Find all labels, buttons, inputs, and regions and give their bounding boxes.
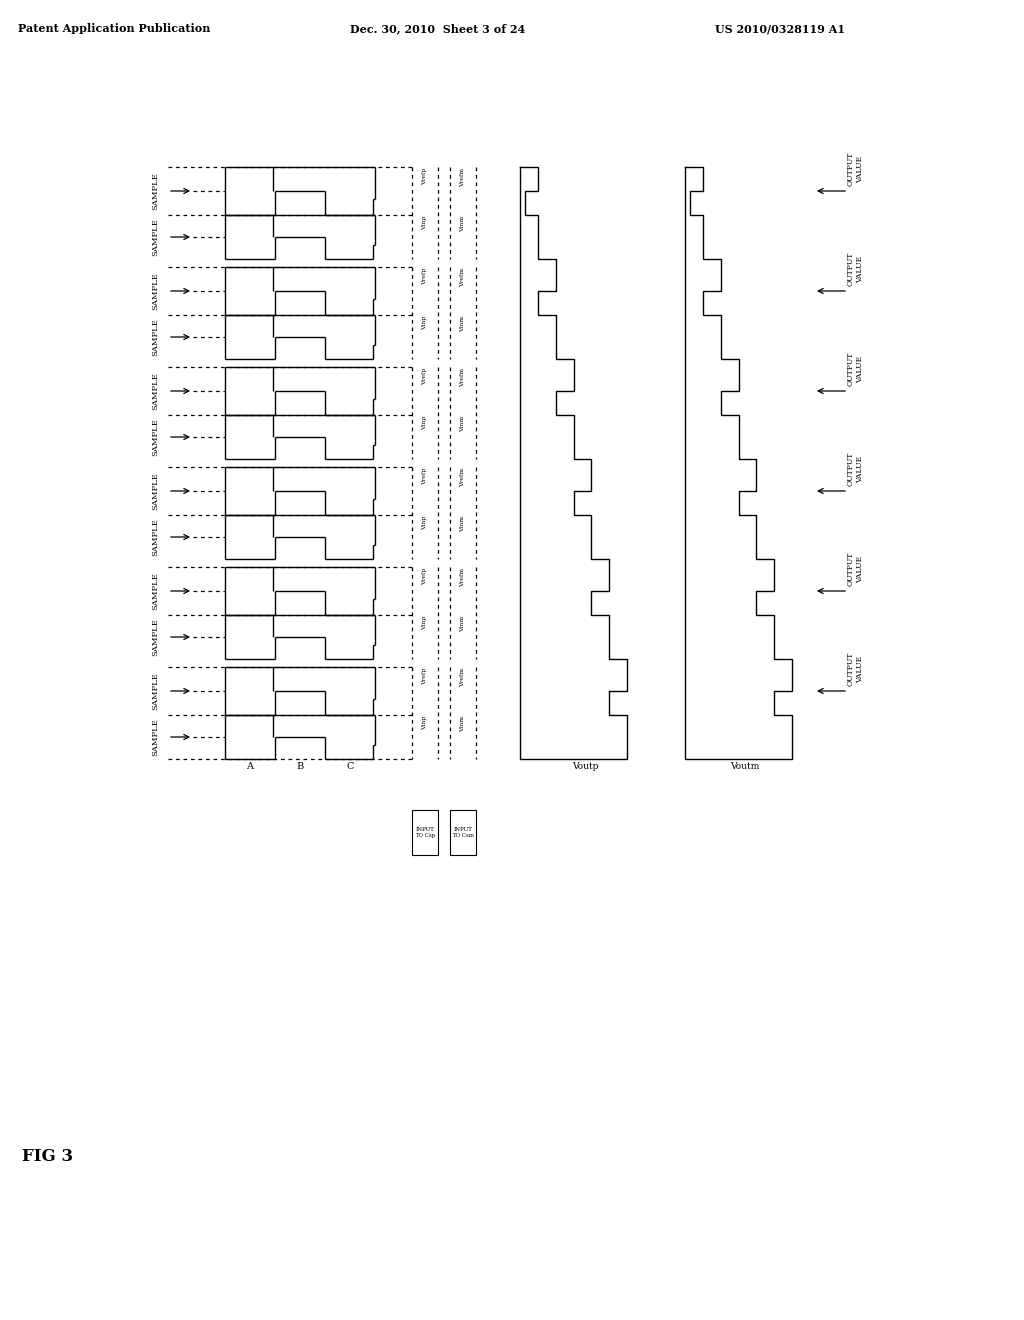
- Text: SAMPLE: SAMPLE: [151, 672, 159, 710]
- Text: FIG 3: FIG 3: [22, 1148, 73, 1166]
- Bar: [450, 810, 476, 855]
- Text: Vinp: Vinp: [423, 216, 427, 231]
- Text: OUTPUT
VALUE: OUTPUT VALUE: [847, 152, 863, 186]
- Text: A: A: [247, 762, 254, 771]
- Text: OUTPUT
VALUE: OUTPUT VALUE: [847, 252, 863, 286]
- Text: SAMPLE: SAMPLE: [151, 473, 159, 510]
- Text: SAMPLE: SAMPLE: [151, 172, 159, 210]
- Text: Vinp: Vinp: [423, 715, 427, 730]
- Text: Vrefm: Vrefm: [461, 668, 466, 686]
- Text: Voutm: Voutm: [730, 762, 760, 771]
- Text: OUTPUT
VALUE: OUTPUT VALUE: [847, 352, 863, 387]
- Text: Vrefp: Vrefp: [423, 568, 427, 585]
- Text: SAMPLE: SAMPLE: [151, 517, 159, 556]
- Text: Patent Application Publication: Patent Application Publication: [18, 22, 210, 34]
- Text: Vrefm: Vrefm: [461, 368, 466, 387]
- Text: Vinp: Vinp: [423, 315, 427, 330]
- Text: OUTPUT
VALUE: OUTPUT VALUE: [847, 451, 863, 486]
- Text: INPUT
TO Csp: INPUT TO Csp: [415, 828, 435, 838]
- Text: SAMPLE: SAMPLE: [151, 418, 159, 455]
- Text: Voutp: Voutp: [571, 762, 598, 771]
- Text: INPUT
TO Csm: INPUT TO Csm: [452, 828, 474, 838]
- Text: Vinp: Vinp: [423, 416, 427, 430]
- Text: Vinp: Vinp: [423, 516, 427, 531]
- Text: SAMPLE: SAMPLE: [151, 218, 159, 256]
- Text: C: C: [346, 762, 353, 771]
- Text: SAMPLE: SAMPLE: [151, 618, 159, 656]
- Text: SAMPLE: SAMPLE: [151, 572, 159, 610]
- Text: OUTPUT
VALUE: OUTPUT VALUE: [847, 552, 863, 586]
- Text: Vinm: Vinm: [461, 616, 466, 632]
- Text: Vinm: Vinm: [461, 216, 466, 232]
- Text: US 2010/0328119 A1: US 2010/0328119 A1: [715, 22, 845, 34]
- Text: SAMPLE: SAMPLE: [151, 372, 159, 411]
- Text: B: B: [296, 762, 304, 771]
- Text: Vrefp: Vrefp: [423, 668, 427, 685]
- Text: Vrefm: Vrefm: [461, 268, 466, 286]
- Text: SAMPLE: SAMPLE: [151, 272, 159, 310]
- Text: Dec. 30, 2010  Sheet 3 of 24: Dec. 30, 2010 Sheet 3 of 24: [350, 22, 525, 34]
- Text: Vrefm: Vrefm: [461, 469, 466, 487]
- Text: Vinm: Vinm: [461, 416, 466, 432]
- Text: Vrefm: Vrefm: [461, 568, 466, 587]
- Text: Vinp: Vinp: [423, 616, 427, 631]
- Text: Vrefp: Vrefp: [423, 368, 427, 385]
- Text: OUTPUT
VALUE: OUTPUT VALUE: [847, 652, 863, 686]
- Text: Vrefp: Vrefp: [423, 268, 427, 285]
- Text: SAMPLE: SAMPLE: [151, 318, 159, 356]
- Text: SAMPLE: SAMPLE: [151, 718, 159, 756]
- Text: Vrefm: Vrefm: [461, 168, 466, 187]
- Bar: [412, 810, 438, 855]
- Text: Vinm: Vinm: [461, 516, 466, 532]
- Text: Vrefp: Vrefp: [423, 168, 427, 185]
- Text: Vinm: Vinm: [461, 315, 466, 333]
- Text: Vrefp: Vrefp: [423, 469, 427, 486]
- Text: Vinm: Vinm: [461, 715, 466, 733]
